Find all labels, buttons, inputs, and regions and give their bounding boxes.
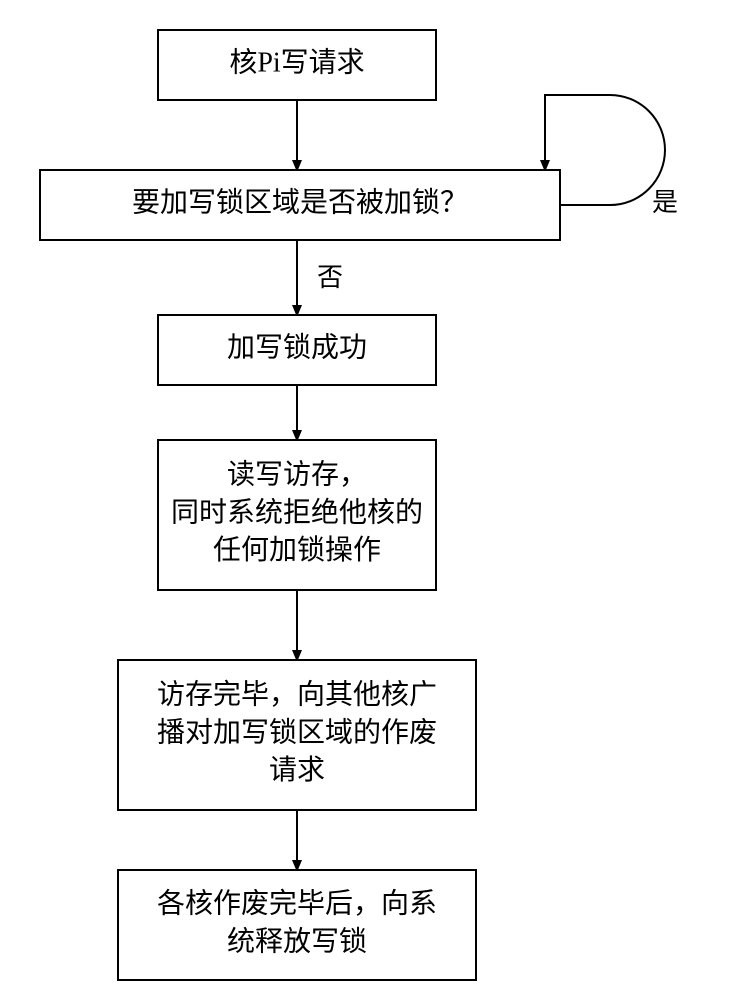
flow-node-n4: 读写访存， 同时系统拒绝他核的任何加锁操作 xyxy=(158,440,436,590)
flow-node-n1: 核Pi写请求 xyxy=(158,30,436,100)
flow-node-text: 访存完毕，向其他核广 xyxy=(157,679,437,711)
flow-node-text: 核Pi写请求 xyxy=(229,46,364,78)
flow-node-text: 同时系统拒绝他核的 xyxy=(171,496,423,528)
flow-node-text: 加写锁成功 xyxy=(227,331,367,363)
flow-node-n5: 访存完毕，向其他核广播对加写锁区域的作废请求 xyxy=(118,660,476,810)
flow-node-n6: 各核作废完毕后，向系统释放写锁 xyxy=(118,870,476,980)
flow-node-text: 要加写锁区域是否被加锁？ xyxy=(132,186,468,218)
flow-node-text: 读写访存， xyxy=(227,459,367,491)
edge-label: 否 xyxy=(317,263,343,292)
flow-node-n3: 加写锁成功 xyxy=(158,315,436,385)
flow-node-text: 请求 xyxy=(269,754,325,786)
edge-label: 是 xyxy=(652,188,678,217)
nodes-layer: 核Pi写请求要加写锁区域是否被加锁？ 加写锁成功读写访存， 同时系统拒绝他核的任何加… xyxy=(40,30,560,980)
flow-node-text: 任何加锁操作 xyxy=(213,534,381,566)
flow-node-n2: 要加写锁区域是否被加锁？ xyxy=(40,170,560,240)
flow-node-text: 统释放写锁 xyxy=(227,925,367,957)
flow-node-text: 播对加写锁区域的作废 xyxy=(157,716,437,748)
flow-node-text: 各核作废完毕后，向系 xyxy=(157,888,437,920)
